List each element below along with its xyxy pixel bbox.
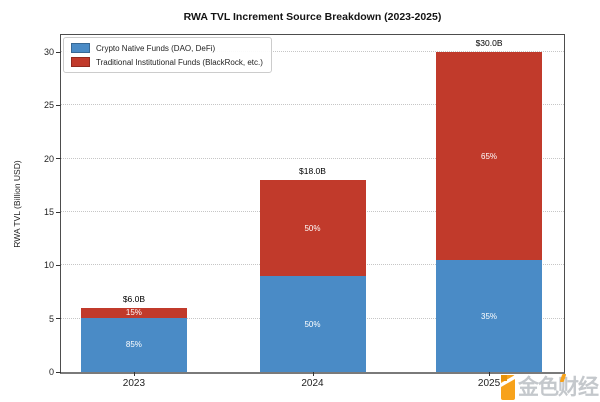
y-tick-mark	[56, 211, 61, 213]
legend-item: Traditional Institutional Funds (BlackRo…	[71, 57, 263, 67]
x-tick-mark	[312, 372, 314, 376]
y-tick-label: 30	[43, 47, 54, 58]
legend-item: Crypto Native Funds (DAO, DeFi)	[71, 43, 263, 53]
percent-label: 65%	[481, 151, 498, 161]
bar-2025: 35% 65% $30.0B	[436, 35, 543, 372]
bar-2023: 85% 15% $6.0B	[80, 35, 187, 372]
jinse-logo-icon	[500, 373, 516, 401]
x-tick-label: 2025	[477, 378, 501, 389]
x-tick-label: 2024	[301, 378, 324, 389]
percent-label: 35%	[481, 311, 498, 321]
y-axis-label: RWA TVL (Billion USD)	[12, 160, 22, 248]
total-label: $30.0B	[475, 38, 503, 49]
total-label: $18.0B	[299, 166, 326, 177]
watermark: 金色财经	[500, 373, 599, 401]
legend-label: Traditional Institutional Funds (BlackRo…	[96, 57, 263, 67]
watermark-text: 金色财经	[518, 376, 599, 399]
y-tick-mark	[56, 104, 61, 106]
y-tick-label: 20	[43, 153, 54, 164]
y-tick-label: 0	[48, 367, 54, 377]
bar-segment: 35%	[436, 260, 543, 372]
legend-label: Crypto Native Funds (DAO, DeFi)	[96, 43, 216, 53]
plot-area: Crypto Native Funds (DAO, DeFi) Tradition…	[44, 34, 565, 389]
legend-swatch	[71, 43, 90, 53]
y-tick-label: 15	[43, 207, 54, 218]
legend-swatch	[71, 57, 90, 67]
y-tick-label: 5	[48, 313, 54, 324]
y-tick-mark	[56, 371, 61, 373]
y-tick-label: 10	[43, 260, 54, 271]
y-tick-mark	[56, 158, 61, 160]
y-tick-label: 25	[43, 100, 54, 111]
bar-segment: 50%	[259, 180, 366, 277]
gridline	[61, 157, 564, 159]
y-tick-mark	[56, 318, 61, 320]
gridline	[61, 104, 564, 106]
percent-label: 85%	[125, 340, 142, 350]
bar-2024: 50% 50% $18.0B	[259, 35, 366, 372]
total-label: $6.0B	[122, 294, 146, 305]
percent-label: 50%	[304, 223, 321, 233]
x-tick-label: 2023	[122, 378, 146, 389]
x-tick-mark	[489, 372, 491, 376]
bar-segment: 15%	[80, 308, 187, 318]
bar-segment: 85%	[80, 317, 187, 372]
bar-segment: 65%	[436, 52, 543, 261]
x-tick-mark	[133, 372, 135, 376]
percent-label: 50%	[304, 319, 321, 329]
y-tick-mark	[56, 264, 61, 266]
chart-title: RWA TVL Increment Source Breakdown (2023…	[183, 11, 442, 23]
y-tick-mark	[56, 51, 61, 53]
percent-label: 15%	[125, 308, 142, 318]
bar-segment: 50%	[259, 276, 366, 372]
legend: Crypto Native Funds (DAO, DeFi) Tradition…	[63, 37, 272, 73]
gridline	[61, 51, 564, 53]
